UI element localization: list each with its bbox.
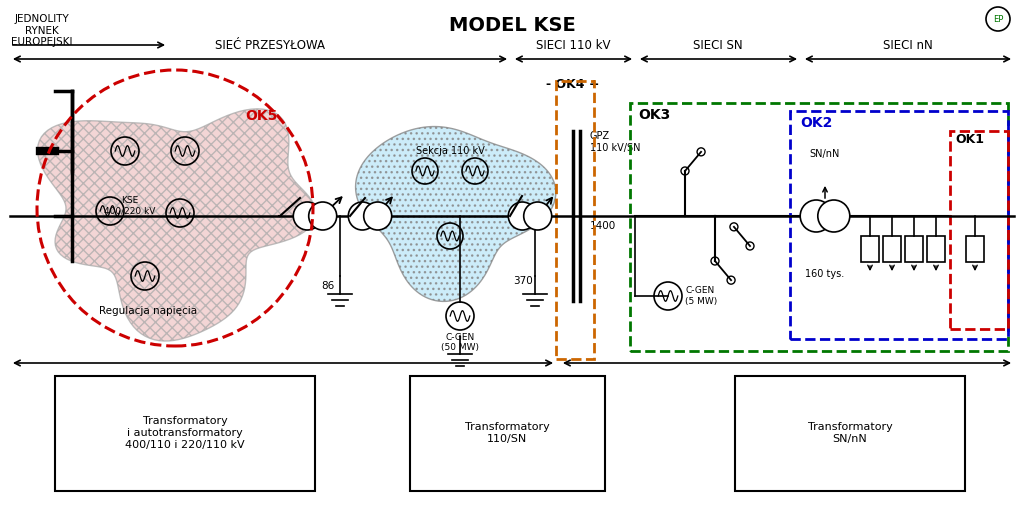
Circle shape bbox=[308, 202, 337, 230]
Text: SIEĆ PRZESYŁOWA: SIEĆ PRZESYŁOWA bbox=[215, 39, 325, 52]
Text: 160 tys.: 160 tys. bbox=[805, 269, 845, 279]
Text: SIECI nN: SIECI nN bbox=[883, 39, 933, 52]
Bar bbox=[883, 236, 901, 262]
Text: EP: EP bbox=[993, 14, 1004, 24]
Text: MODEL KSE: MODEL KSE bbox=[449, 16, 575, 35]
Text: SIECI SN: SIECI SN bbox=[693, 39, 742, 52]
Text: OK3: OK3 bbox=[638, 108, 671, 122]
Circle shape bbox=[348, 202, 376, 230]
Bar bbox=[966, 236, 984, 262]
Circle shape bbox=[523, 202, 552, 230]
Text: C-GEN
(5 MW): C-GEN (5 MW) bbox=[685, 286, 717, 306]
Polygon shape bbox=[38, 109, 316, 341]
FancyBboxPatch shape bbox=[410, 376, 605, 491]
FancyBboxPatch shape bbox=[55, 376, 315, 491]
Text: JEDNOLITY
RYNEK
EUROPEJSKI: JEDNOLITY RYNEK EUROPEJSKI bbox=[11, 14, 73, 47]
Text: GPZ
110 kV/SN: GPZ 110 kV/SN bbox=[590, 131, 640, 153]
Text: OK5: OK5 bbox=[245, 109, 278, 123]
Circle shape bbox=[293, 202, 322, 230]
Text: Regulacja napięcia: Regulacja napięcia bbox=[99, 306, 197, 316]
Circle shape bbox=[508, 202, 537, 230]
Text: 370: 370 bbox=[513, 276, 534, 286]
Bar bbox=[861, 236, 879, 262]
Text: 86: 86 bbox=[322, 281, 335, 291]
Text: OK1: OK1 bbox=[955, 133, 984, 146]
Circle shape bbox=[800, 200, 833, 232]
Bar bbox=[905, 236, 923, 262]
Circle shape bbox=[818, 200, 850, 232]
Polygon shape bbox=[355, 127, 556, 301]
Text: - OK4 +: - OK4 + bbox=[546, 78, 600, 90]
Text: SN/nN: SN/nN bbox=[810, 149, 840, 159]
Text: KSE
400/220 kV: KSE 400/220 kV bbox=[104, 196, 156, 216]
Text: OK2: OK2 bbox=[800, 116, 833, 130]
Text: 1400: 1400 bbox=[590, 221, 616, 231]
FancyBboxPatch shape bbox=[735, 376, 965, 491]
Text: Transformatory
SN/nN: Transformatory SN/nN bbox=[808, 422, 892, 444]
Text: Transformatory
110/SN: Transformatory 110/SN bbox=[465, 422, 549, 444]
Circle shape bbox=[364, 202, 392, 230]
Text: SIECI 110 kV: SIECI 110 kV bbox=[536, 39, 610, 52]
Text: C-GEN
(50 MW): C-GEN (50 MW) bbox=[441, 333, 479, 353]
Bar bbox=[927, 236, 945, 262]
Text: Transformatory
i autotransformatory
400/110 i 220/110 kV: Transformatory i autotransformatory 400/… bbox=[125, 416, 245, 450]
Text: Sekcja 110 kV: Sekcja 110 kV bbox=[416, 146, 484, 156]
